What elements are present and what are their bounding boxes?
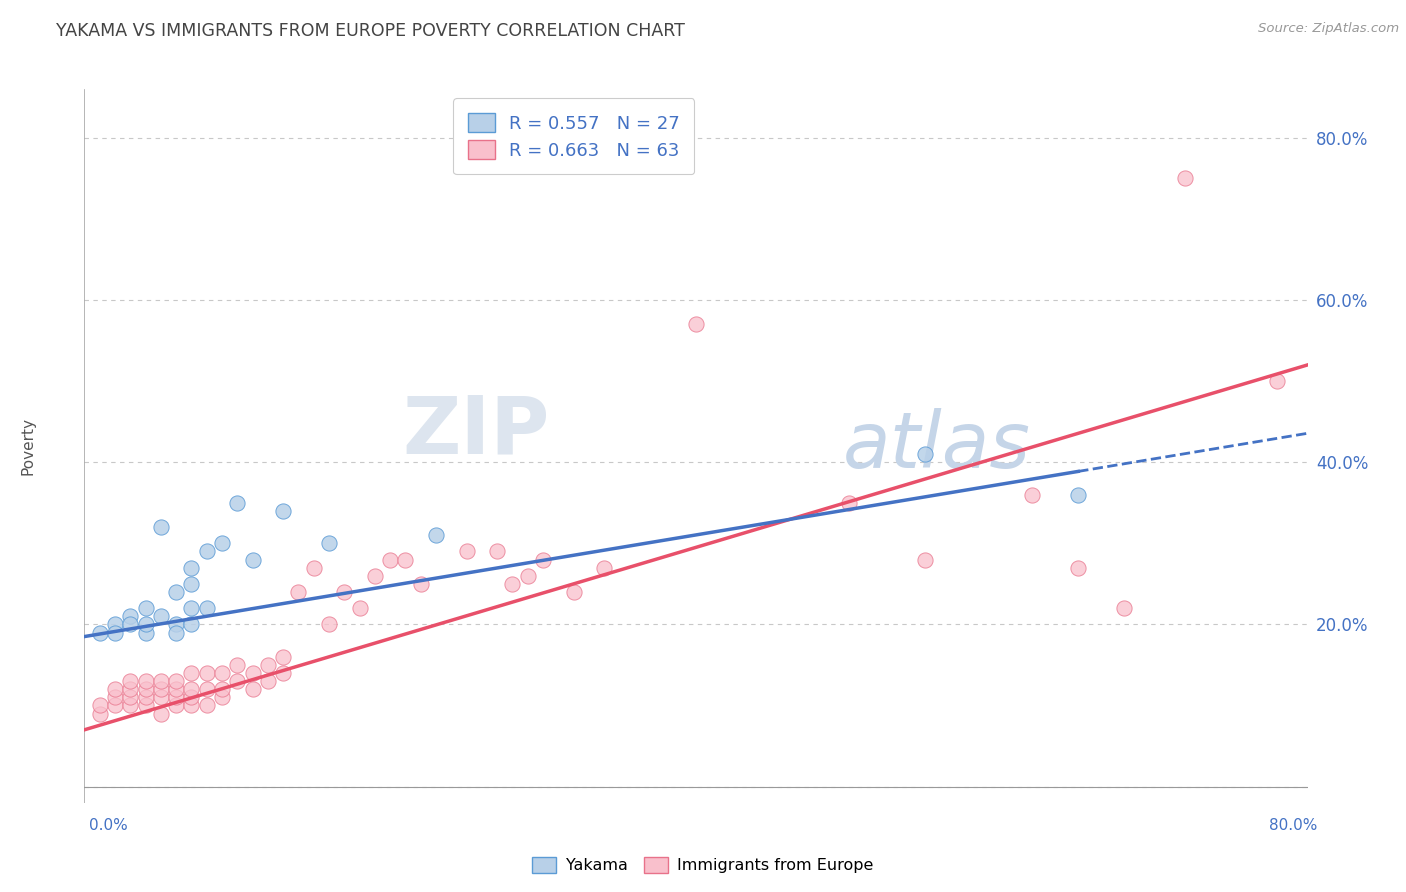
Point [180,666,202,681]
Point [149,690,172,705]
Point [104,625,127,640]
Point [104,617,127,632]
Y-axis label: Poverty: Poverty [21,417,35,475]
Point [135,601,157,615]
Point [456,544,478,558]
Point [120,617,142,632]
Point [165,625,187,640]
Point [149,609,172,624]
Point [1067,560,1090,574]
Point [257,657,280,672]
Text: 80.0%: 80.0% [1270,818,1317,832]
Point [914,552,936,566]
Point [135,617,157,632]
Point [685,318,707,332]
Point [394,552,416,566]
Point [287,585,309,599]
Text: Source: ZipAtlas.com: Source: ZipAtlas.com [1258,22,1399,36]
Point [562,585,585,599]
Text: YAKAMA VS IMMIGRANTS FROM EUROPE POVERTY CORRELATION CHART: YAKAMA VS IMMIGRANTS FROM EUROPE POVERTY… [56,22,685,40]
Point [318,536,340,550]
Point [195,698,218,713]
Point [104,682,127,697]
Point [226,657,249,672]
Point [165,617,187,632]
Point [120,609,142,624]
Text: 0.0%: 0.0% [89,818,128,832]
Point [211,536,233,550]
Point [120,682,142,697]
Point [195,682,218,697]
Legend: R = 0.557   N = 27, R = 0.663   N = 63: R = 0.557 N = 27, R = 0.663 N = 63 [453,98,695,174]
Point [195,544,218,558]
Point [149,706,172,721]
Point [211,682,233,697]
Point [120,690,142,705]
Point [104,698,127,713]
Point [104,690,127,705]
Point [165,698,187,713]
Point [165,682,187,697]
Point [593,560,616,574]
Point [211,690,233,705]
Point [380,552,402,566]
Point [165,585,187,599]
Point [135,625,157,640]
Point [180,560,202,574]
Point [135,674,157,689]
Point [120,674,142,689]
Point [149,520,172,534]
Point [149,674,172,689]
Point [302,560,325,574]
Point [364,568,387,582]
Point [257,674,280,689]
Point [180,690,202,705]
Text: ZIP: ZIP [402,392,550,471]
Point [226,674,249,689]
Point [502,577,524,591]
Point [1174,171,1197,186]
Point [271,504,294,518]
Point [226,496,249,510]
Text: atlas: atlas [842,408,1031,484]
Point [531,552,554,566]
Point [165,674,187,689]
Point [89,625,111,640]
Point [149,682,172,697]
Point [271,649,294,664]
Point [180,682,202,697]
Point [1265,374,1288,388]
Point [486,544,509,558]
Point [195,601,218,615]
Legend: Yakama, Immigrants from Europe: Yakama, Immigrants from Europe [526,850,880,880]
Point [195,666,218,681]
Point [333,585,356,599]
Point [425,528,447,542]
Point [180,698,202,713]
Point [1021,488,1043,502]
Point [180,601,202,615]
Point [838,496,860,510]
Point [211,666,233,681]
Point [409,577,432,591]
Point [1114,601,1136,615]
Point [135,698,157,713]
Point [242,552,264,566]
Point [89,706,111,721]
Point [914,447,936,461]
Point [135,690,157,705]
Point [180,617,202,632]
Point [318,617,340,632]
Point [135,682,157,697]
Point [1067,488,1090,502]
Point [89,698,111,713]
Point [120,698,142,713]
Point [242,682,264,697]
Point [165,690,187,705]
Point [180,577,202,591]
Point [242,666,264,681]
Point [516,568,538,582]
Point [349,601,371,615]
Point [271,666,294,681]
